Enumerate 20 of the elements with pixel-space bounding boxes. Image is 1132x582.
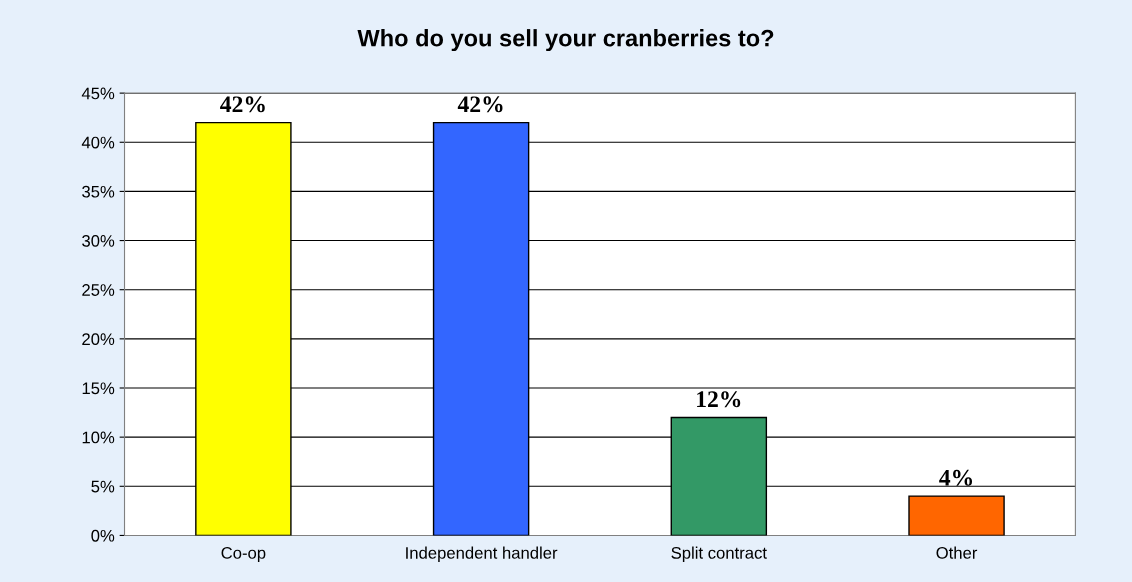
chart-title: Who do you sell your cranberries to? <box>357 29 774 52</box>
data-label: 4% <box>939 469 973 486</box>
bar <box>908 495 1005 536</box>
y-tick-label: 10% <box>82 431 115 444</box>
x-tick-label: Independent handler <box>406 546 558 563</box>
y-tick-label: 15% <box>82 382 115 395</box>
data-label: 42% <box>220 96 265 113</box>
x-tick-label: Other <box>936 546 978 559</box>
y-tick-label: 20% <box>82 333 115 346</box>
y-tick-label: 30% <box>82 234 115 247</box>
y-tick-label: 40% <box>81 136 115 149</box>
y-tick-label: 5% <box>91 480 115 493</box>
x-tick-label: Co-op <box>221 546 266 563</box>
y-tick-label: 45% <box>81 87 115 100</box>
x-tick-label: Split contract <box>671 546 767 563</box>
y-tick-label: 35% <box>82 185 115 198</box>
y-tick-label: 25% <box>82 284 115 296</box>
data-label: 42% <box>457 96 503 113</box>
data-label: 12% <box>697 391 741 408</box>
y-tick-label: 0% <box>91 529 115 542</box>
